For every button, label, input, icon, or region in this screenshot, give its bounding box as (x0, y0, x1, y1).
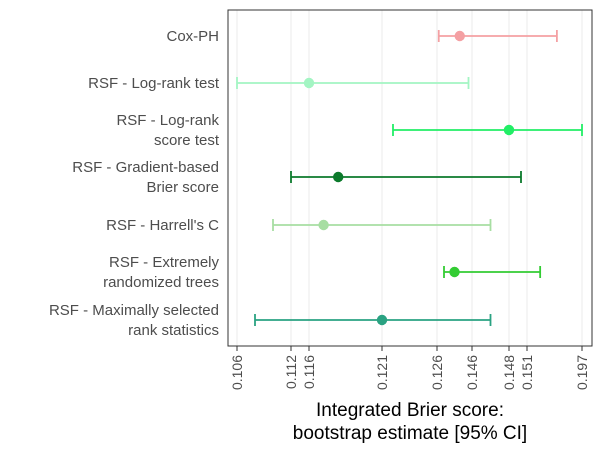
category-label: RSF - Extremely (109, 254, 220, 271)
estimate-point (333, 171, 344, 183)
category-label: RSF - Harrell's C (106, 217, 219, 234)
category-label: score test (154, 132, 220, 149)
x-tick-label: 0.197 (574, 355, 590, 390)
x-tick-label: 0.116 (301, 355, 317, 389)
x-tick-label: 0.106 (229, 355, 245, 390)
category-label: RSF - Maximally selected (49, 302, 219, 319)
data-marks (236, 30, 583, 326)
estimate-point (318, 219, 329, 231)
x-tick-label: 0.112 (283, 355, 299, 389)
estimate-point (449, 266, 460, 278)
x-axis-title-line-2: bootstrap estimate [95% CI] (293, 423, 527, 444)
category-label: RSF - Log-rank (116, 112, 219, 129)
x-tick-label: 0.151 (519, 355, 535, 390)
category-label: rank statistics (128, 322, 219, 339)
x-tick-label: 0.148 (501, 355, 517, 390)
estimate-point (454, 30, 465, 42)
category-label: RSF - Gradient-based (72, 159, 219, 176)
x-tick-label: 0.121 (374, 355, 390, 390)
x-axis-title-line-1: Integrated Brier score: (316, 400, 504, 421)
x-axis-ticks: 0.106 0.112 0.116 0.121 0.126 0.146 0.148 0.151… (229, 346, 590, 390)
category-label: Cox-PH (166, 28, 219, 45)
estimate-point (376, 314, 388, 326)
x-tick-label: 0.126 (429, 355, 445, 390)
category-label: RSF - Log-rank test (88, 75, 220, 92)
estimate-point (303, 77, 315, 89)
category-labels: Cox-PH RSF - Log-rank test RSF - Log-rank s… (49, 28, 220, 339)
category-label: Brier score (146, 179, 219, 196)
x-tick-label: 0.146 (464, 355, 480, 390)
plot-panel-border (227, 9, 593, 347)
category-label: randomized trees (103, 274, 219, 291)
estimate-point (503, 124, 515, 136)
